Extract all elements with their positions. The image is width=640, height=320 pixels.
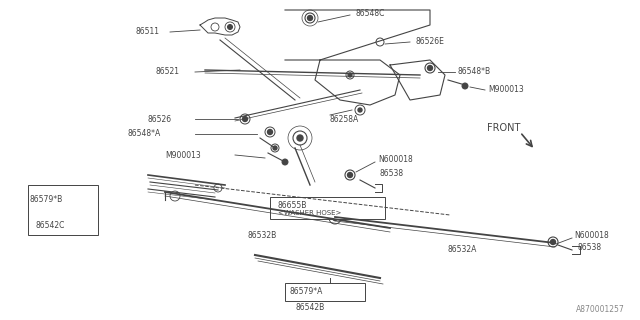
Text: M900013: M900013 bbox=[165, 150, 201, 159]
Circle shape bbox=[333, 215, 337, 220]
Text: 86258A: 86258A bbox=[330, 116, 359, 124]
Circle shape bbox=[358, 108, 362, 112]
Polygon shape bbox=[390, 60, 445, 100]
Circle shape bbox=[282, 159, 288, 165]
Text: 86511: 86511 bbox=[135, 28, 159, 36]
Text: 86538: 86538 bbox=[380, 169, 404, 178]
Text: <WASHER HOSE>: <WASHER HOSE> bbox=[278, 210, 341, 216]
FancyBboxPatch shape bbox=[285, 283, 365, 301]
Circle shape bbox=[243, 116, 248, 122]
Circle shape bbox=[550, 239, 556, 244]
Text: 86548*B: 86548*B bbox=[458, 68, 491, 76]
Circle shape bbox=[227, 25, 232, 29]
FancyBboxPatch shape bbox=[28, 185, 98, 235]
Text: 86548C: 86548C bbox=[355, 9, 385, 18]
Text: A870001257: A870001257 bbox=[576, 305, 625, 314]
Text: M900013: M900013 bbox=[488, 85, 524, 94]
Text: 86526: 86526 bbox=[148, 115, 172, 124]
Circle shape bbox=[462, 83, 468, 89]
Circle shape bbox=[348, 73, 352, 77]
Text: 86532A: 86532A bbox=[447, 245, 476, 254]
Text: N600018: N600018 bbox=[378, 156, 413, 164]
Text: 86542B: 86542B bbox=[295, 303, 324, 313]
Text: 86655B: 86655B bbox=[278, 201, 307, 210]
Circle shape bbox=[428, 66, 433, 70]
Text: 86579*B: 86579*B bbox=[30, 196, 63, 204]
Circle shape bbox=[297, 135, 303, 141]
Text: 86526E: 86526E bbox=[415, 37, 444, 46]
Text: FRONT: FRONT bbox=[487, 123, 520, 133]
Text: 86532B: 86532B bbox=[247, 230, 276, 239]
Text: N600018: N600018 bbox=[574, 231, 609, 241]
Polygon shape bbox=[315, 60, 400, 105]
Circle shape bbox=[273, 146, 277, 150]
Text: 86521: 86521 bbox=[155, 68, 179, 76]
Polygon shape bbox=[200, 18, 240, 35]
Text: 86548*A: 86548*A bbox=[127, 130, 160, 139]
Text: 86542C: 86542C bbox=[35, 220, 65, 229]
Circle shape bbox=[348, 172, 353, 178]
Circle shape bbox=[268, 130, 273, 134]
Text: 86538: 86538 bbox=[578, 244, 602, 252]
Circle shape bbox=[307, 15, 312, 20]
FancyBboxPatch shape bbox=[270, 197, 385, 219]
Text: 86579*A: 86579*A bbox=[290, 286, 323, 295]
